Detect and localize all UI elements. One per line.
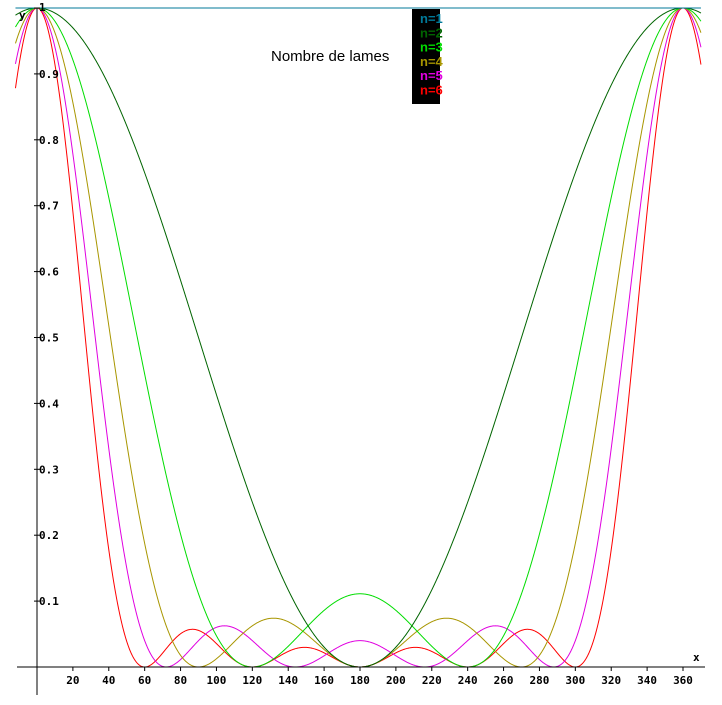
y-tick-label: 0.5 <box>39 332 59 345</box>
x-tick-label: 260 <box>494 674 514 687</box>
x-tick-label: 60 <box>138 674 151 687</box>
legend-background <box>412 9 440 104</box>
y-tick-label: 0.1 <box>39 595 59 608</box>
chart-title: Nombre de lames <box>271 48 389 65</box>
x-tick-label: 200 <box>386 674 406 687</box>
x-tick-label: 340 <box>637 674 657 687</box>
y-tick-label: 0.8 <box>39 134 59 147</box>
ticks-group: 20 40 60 80 100 120 140 160 180 200 220 240 260 280 30… <box>19 1 700 687</box>
series-line-n3 <box>15 7 702 668</box>
axes-group <box>17 8 705 695</box>
x-tick-label: 180 <box>350 674 370 687</box>
x-axis-label: x <box>693 651 700 664</box>
y-tick-label: 0.9 <box>39 68 59 81</box>
y-tick-label: 1 <box>39 1 46 14</box>
x-tick-label: 80 <box>174 674 187 687</box>
y-tick-label: 0.7 <box>39 200 59 213</box>
y-axis-label: y <box>19 9 26 22</box>
x-tick-label: 120 <box>242 674 262 687</box>
x-tick-label: 40 <box>102 674 115 687</box>
legend-entry-n5: n=5 <box>420 68 443 83</box>
series-line-n5 <box>14 7 702 668</box>
y-tick-label: 0.2 <box>39 529 59 542</box>
x-tick-label: 100 <box>207 674 227 687</box>
legend-entry-n2: n=2 <box>420 25 443 40</box>
legend: n=1n=2n=3n=4n=5n=6 <box>412 9 444 104</box>
x-tick-label: 300 <box>565 674 585 687</box>
x-tick-label: 280 <box>530 674 550 687</box>
y-tick-label: 0.6 <box>39 266 59 279</box>
curves-group <box>14 7 702 668</box>
x-tick-label: 20 <box>66 674 79 687</box>
legend-entry-n6: n=6 <box>420 83 443 98</box>
y-tick-label: 0.4 <box>39 397 59 410</box>
x-tick-label: 220 <box>422 674 442 687</box>
series-line-n2 <box>15 7 702 668</box>
x-tick-label: 360 <box>673 674 693 687</box>
x-tick-label: 160 <box>314 674 334 687</box>
x-tick-label: 140 <box>278 674 298 687</box>
x-tick-label: 240 <box>458 674 478 687</box>
y-tick-label: 0.3 <box>39 463 59 476</box>
legend-entry-n1: n=1 <box>420 11 443 26</box>
legend-entry-n4: n=4 <box>420 54 444 69</box>
x-tick-label: 320 <box>601 674 621 687</box>
legend-entry-n3: n=3 <box>420 40 443 55</box>
